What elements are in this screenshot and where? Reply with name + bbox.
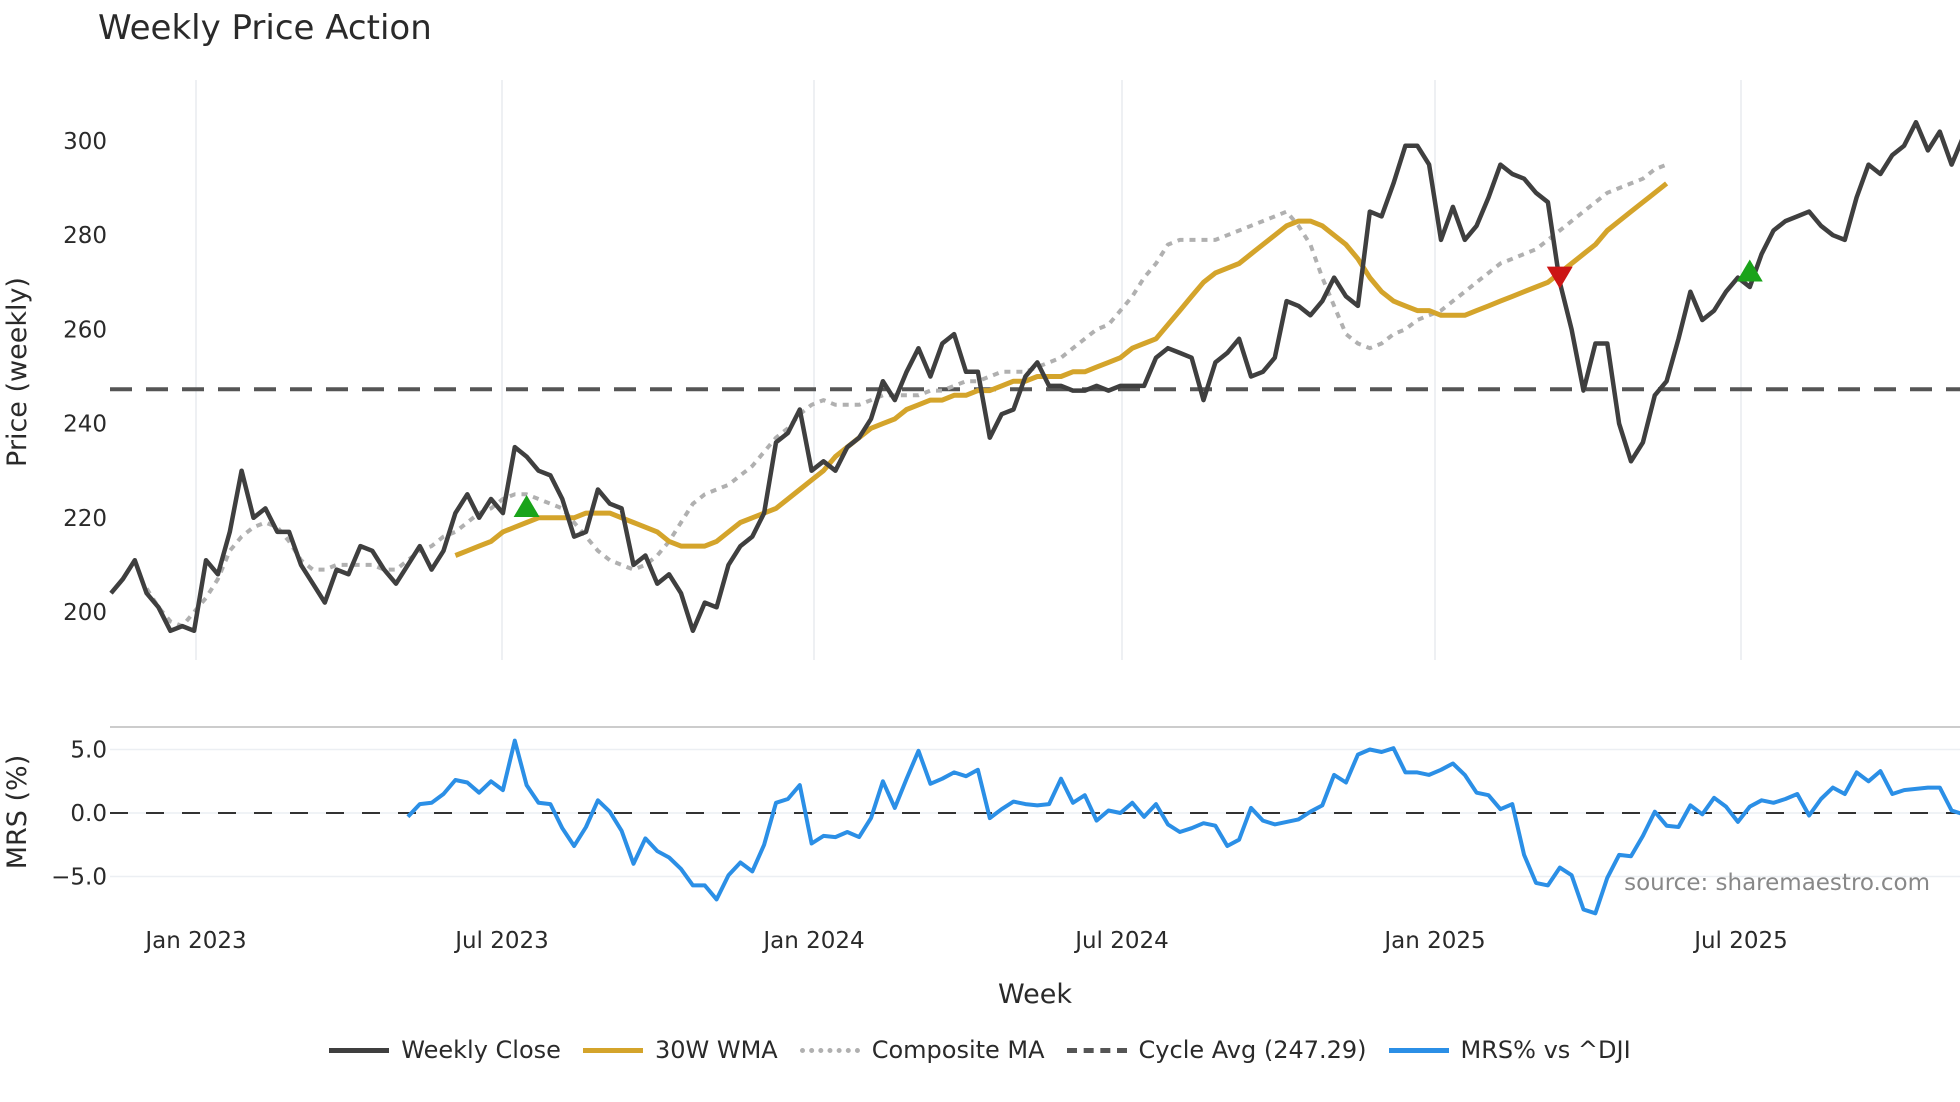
y-tick-label: 220 [63, 506, 107, 532]
x-tick-label: Jan 2024 [761, 928, 864, 954]
y-tick-label: 260 [63, 317, 107, 343]
weekly-close-line [109, 119, 1960, 634]
mrs-tick-label: 5.0 [70, 738, 107, 764]
y-tick-label: 240 [63, 412, 107, 438]
x-tick-label: Jan 2023 [143, 928, 246, 954]
legend-swatch-icon [582, 1047, 643, 1053]
mrs-tick-label: 0.0 [70, 801, 107, 827]
wma-30w-line [454, 181, 1669, 558]
legend-swatch-icon [799, 1047, 860, 1053]
mrs-axis-label: MRS (%) [2, 755, 33, 870]
legend-label: Composite MA [871, 1036, 1045, 1064]
legend-swatch-icon [1388, 1047, 1449, 1053]
x-tick-label: Jul 2024 [1073, 928, 1169, 954]
x-tick-label: Jul 2025 [1692, 928, 1788, 954]
buy-signal-marker [1736, 259, 1763, 282]
legend-label: 30W WMA [654, 1036, 778, 1064]
x-axis-label: Week [998, 979, 1072, 1010]
legend-item[interactable]: 30W WMA [582, 1036, 778, 1064]
legend-item[interactable]: Composite MA [799, 1036, 1045, 1064]
y-tick-label: 280 [63, 223, 107, 249]
sell-signal-marker [1546, 266, 1573, 289]
x-tick-label: Jul 2023 [453, 928, 549, 954]
y-axis-label: Price (weekly) [2, 277, 33, 467]
price-chart: Jan 2023 Jul 2023 Jan 2024 Jul 2024 Jan 2025… [2, 80, 1960, 1010]
legend-item[interactable]: Weekly Close [329, 1036, 561, 1064]
x-tick-label: Jan 2025 [1382, 928, 1485, 954]
legend-swatch-icon [329, 1047, 390, 1053]
y-tick-label: 300 [63, 129, 107, 155]
legend-label: MRS% vs ^DJI [1460, 1036, 1631, 1064]
legend-swatch-icon [1066, 1047, 1127, 1053]
legend: Weekly Close 30W WMA Composite MA Cycle Avg… [0, 1036, 1960, 1064]
legend-label: Weekly Close [401, 1036, 561, 1064]
chart-title: Weekly Price Action [98, 8, 432, 48]
mrs-tick-label: −5.0 [51, 865, 107, 891]
legend-item[interactable]: Cycle Avg (247.29) [1066, 1036, 1367, 1064]
composite-ma-line [144, 162, 1668, 629]
buy-signal-marker [513, 495, 540, 518]
legend-label: Cycle Avg (247.29) [1138, 1036, 1367, 1064]
source-watermark: source: sharemaestro.com [1624, 870, 1930, 896]
legend-item[interactable]: MRS% vs ^DJI [1388, 1036, 1631, 1064]
y-tick-label: 200 [63, 600, 107, 626]
mrs-line [406, 738, 1960, 916]
